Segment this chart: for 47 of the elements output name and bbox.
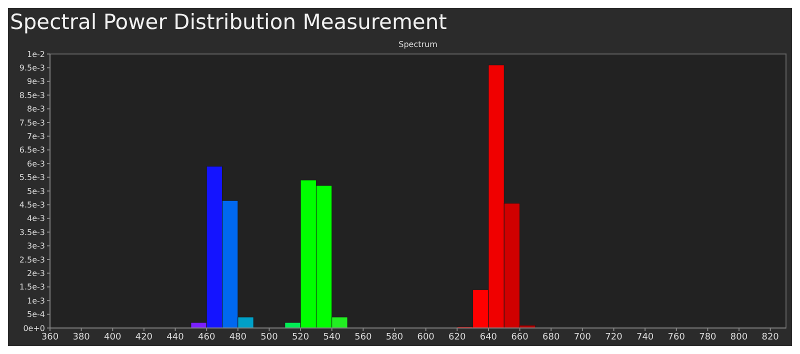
y-tick-label: 3e-3 — [27, 242, 45, 251]
y-tick-label: 4e-3 — [27, 214, 45, 224]
x-tick-label: 660 — [511, 332, 529, 342]
x-tick-label: 520 — [292, 332, 310, 342]
x-tick-label: 460 — [198, 332, 216, 342]
y-tick-label: 8.5e-3 — [19, 90, 45, 100]
x-tick-label: 540 — [323, 332, 341, 342]
x-tick-label: 760 — [668, 332, 686, 342]
y-tick-label: 2e-3 — [27, 269, 45, 278]
x-tick-label: 560 — [354, 332, 372, 342]
y-tick-label: 6e-3 — [27, 159, 45, 168]
y-tick-label: 7e-3 — [27, 132, 45, 142]
x-tick-label: 500 — [260, 332, 278, 342]
y-tick-label: 7.5e-3 — [19, 118, 45, 128]
x-tick-label: 820 — [762, 332, 780, 342]
y-tick-label: 1.5e-3 — [19, 282, 45, 292]
chart-title: Spectral Power Distribution Measurement — [9, 9, 448, 36]
x-tick-label: 600 — [417, 332, 435, 342]
y-tick-label: 6.5e-3 — [19, 146, 45, 155]
y-tick-label: 9.5e-3 — [19, 64, 45, 73]
y-tick-label: 9e-3 — [27, 77, 45, 86]
chart-subtitle: Spectrum — [398, 40, 438, 49]
x-tick-label: 740 — [636, 332, 654, 342]
x-tick-label: 440 — [166, 332, 184, 342]
y-tick-label: 5e-4 — [27, 310, 45, 320]
x-tick-label: 580 — [386, 332, 404, 342]
x-tick-label: 700 — [574, 332, 592, 342]
x-tick-label: 400 — [104, 332, 122, 342]
x-tick-label: 640 — [480, 332, 498, 342]
x-tick-label: 720 — [605, 332, 623, 342]
y-tick-label: 8e-3 — [27, 104, 45, 114]
x-tick-label: 480 — [229, 332, 247, 342]
x-tick-label: 420 — [135, 332, 153, 342]
y-tick-label: 1e-2 — [27, 50, 45, 59]
y-tick-label: 1e-3 — [27, 296, 45, 306]
x-tick-label: 620 — [448, 332, 466, 342]
y-tick-label: 4.5e-3 — [19, 200, 45, 210]
y-tick-label: 5.5e-3 — [19, 173, 45, 182]
x-tick-label: 680 — [542, 332, 560, 342]
x-tick-label: 800 — [730, 332, 748, 342]
y-tick-label: 5e-3 — [27, 186, 45, 196]
x-tick-label: 780 — [699, 332, 717, 342]
y-tick-label: 2.5e-3 — [19, 255, 45, 264]
y-tick-label: 3.5e-3 — [19, 228, 45, 237]
y-tick-label: 0e+0 — [23, 324, 45, 333]
x-tick-label: 380 — [72, 332, 90, 342]
x-tick-label: 360 — [41, 332, 59, 342]
